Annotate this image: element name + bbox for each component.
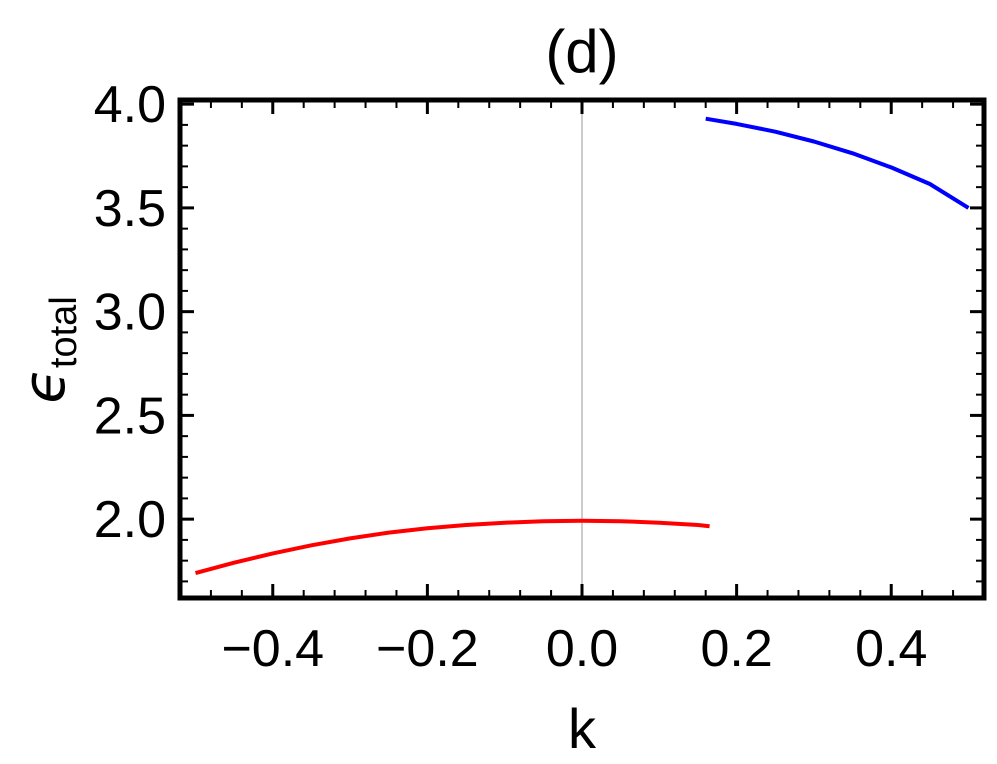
- x-tick-label: −0.2: [376, 620, 479, 678]
- x-tick-labels: −0.4 −0.2 0.0 0.2 0.4: [221, 620, 927, 678]
- series-line-1: [194, 518, 710, 576]
- x-tick-label: 0.4: [855, 620, 927, 678]
- chart-title: (d): [545, 18, 618, 85]
- series-line-2: [705, 116, 970, 210]
- y-axis-label-subscript: total: [43, 296, 85, 368]
- y-axis-label: ϵtotal: [10, 296, 85, 404]
- x-tick-label: 0.0: [546, 620, 618, 678]
- x-tick-label: 0.2: [700, 620, 772, 678]
- x-tick-label: −0.4: [221, 620, 324, 678]
- x-axis-label: k: [568, 697, 597, 760]
- y-tick-label: 3.0: [94, 284, 166, 342]
- y-tick-label: 2.5: [94, 387, 166, 445]
- y-axis-label-symbol: ϵ: [10, 368, 78, 404]
- y-tick-labels: 2.0 2.5 3.0 3.5 4.0: [94, 76, 166, 549]
- y-tick-label: 3.5: [94, 180, 166, 238]
- y-tick-label: 4.0: [94, 76, 166, 134]
- svg-text:ϵtotal: ϵtotal: [10, 296, 85, 404]
- series-layer: [194, 116, 970, 576]
- plot-frame: [177, 97, 987, 601]
- y-tick-label: 2.0: [94, 491, 166, 549]
